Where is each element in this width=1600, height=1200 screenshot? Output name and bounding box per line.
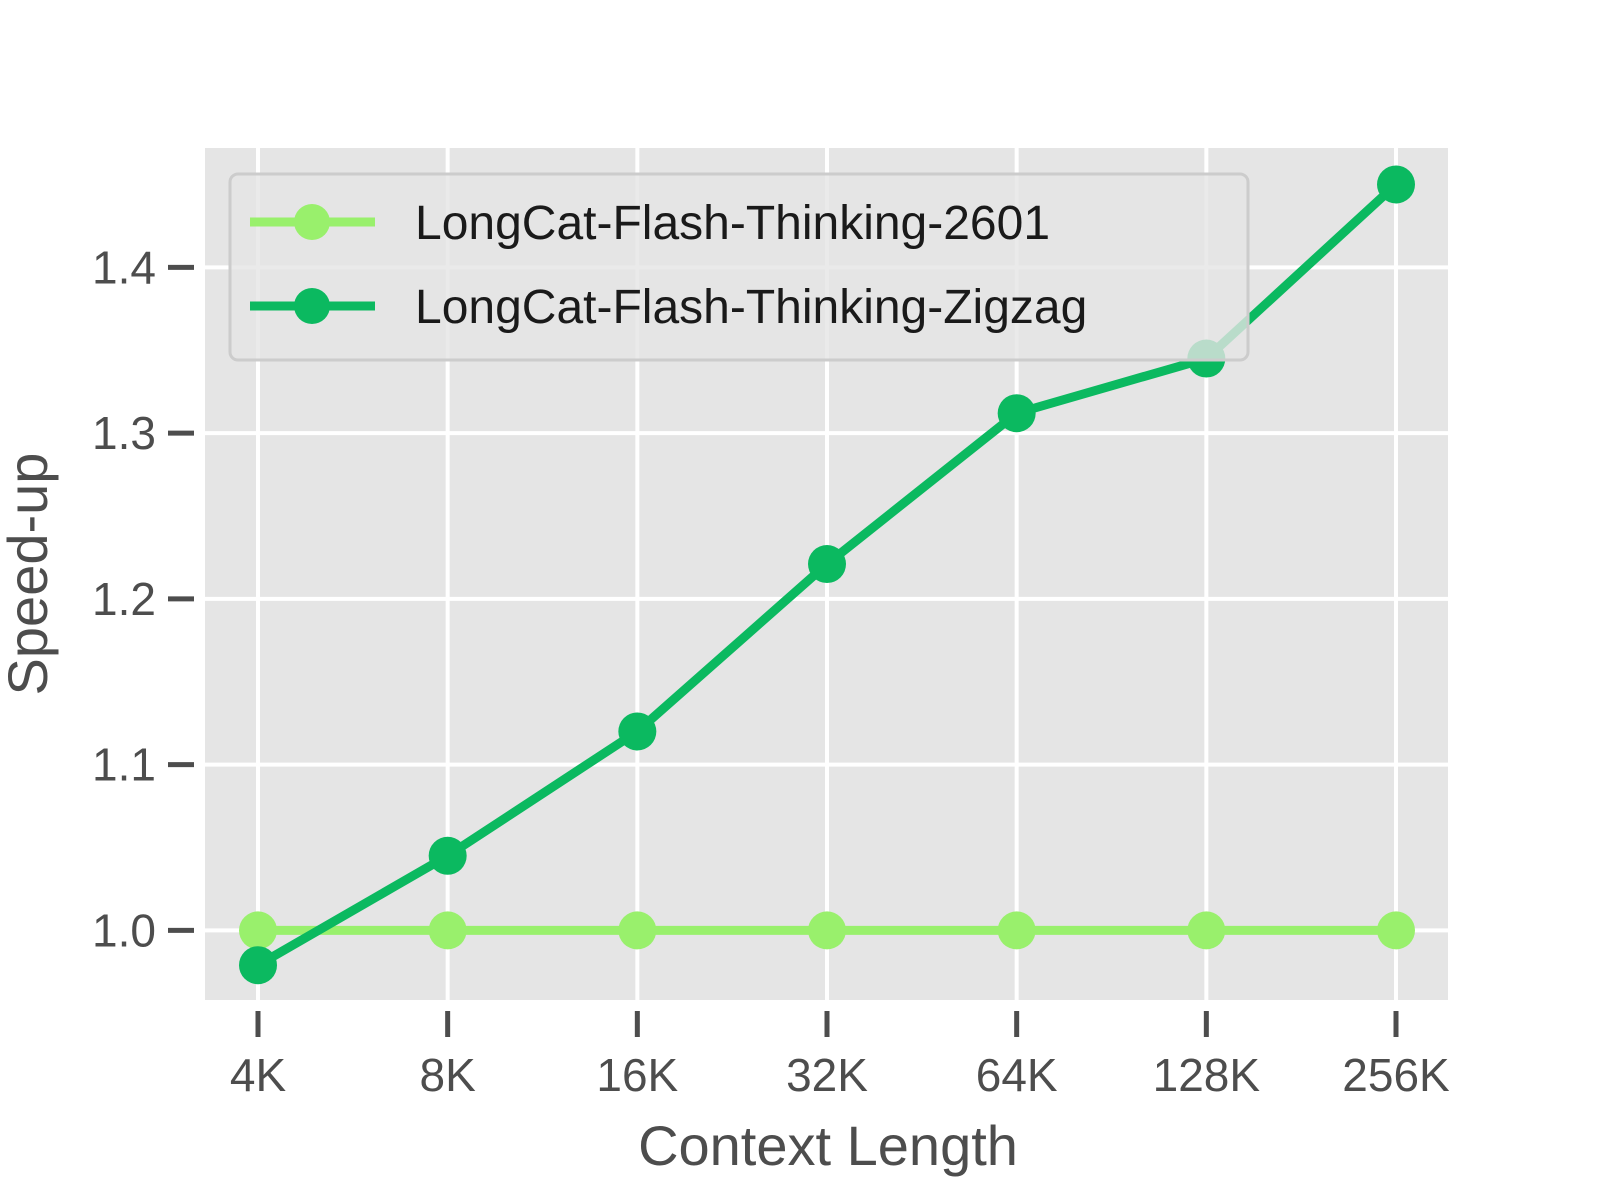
data-point-2601 xyxy=(239,911,277,950)
x-tick-label: 256K xyxy=(1342,1049,1450,1101)
data-point-zigzag xyxy=(1377,165,1415,204)
legend-label-zigzag: LongCat-Flash-Thinking-Zigzag xyxy=(415,281,1087,334)
legend-label-2601: LongCat-Flash-Thinking-2601 xyxy=(415,197,1050,250)
legend-marker-zigzag xyxy=(294,288,330,324)
data-point-2601 xyxy=(808,911,846,950)
data-point-zigzag xyxy=(239,946,277,985)
y-tick-label: 1.1 xyxy=(92,739,156,791)
legend: LongCat-Flash-Thinking-2601 LongCat-Flas… xyxy=(228,172,1250,362)
y-tick-label: 1.2 xyxy=(92,573,156,625)
data-point-zigzag xyxy=(618,712,657,751)
y-tick-label: 1.0 xyxy=(92,904,156,956)
y-axis-title: Speed-up xyxy=(0,453,59,696)
data-point-2601 xyxy=(1377,911,1415,950)
x-tick-label: 128K xyxy=(1153,1049,1261,1101)
x-tick-label: 32K xyxy=(786,1049,868,1101)
data-point-zigzag xyxy=(428,836,467,875)
data-point-2601 xyxy=(997,911,1036,950)
legend-marker-2601 xyxy=(294,204,330,240)
data-point-2601 xyxy=(618,911,657,950)
data-point-2601 xyxy=(428,911,467,950)
x-tick-label: 16K xyxy=(596,1049,678,1101)
legend-box xyxy=(228,172,1250,362)
data-point-zigzag xyxy=(808,545,846,584)
x-tick-label: 64K xyxy=(976,1049,1058,1101)
y-tick-label: 1.3 xyxy=(92,407,156,459)
data-point-2601 xyxy=(1187,911,1226,950)
axis-ticks: 4K 8K 16K 32K 64K 128K 256K 1.0 1.1 1.2 1.3 1.4 xyxy=(92,241,1450,1101)
y-tick-label: 1.4 xyxy=(92,241,156,293)
data-point-zigzag xyxy=(997,394,1036,433)
series-2601 xyxy=(239,911,1415,950)
x-axis-title: Context Length xyxy=(638,1114,1018,1177)
x-tick-label: 4K xyxy=(230,1049,287,1101)
x-tick-label: 8K xyxy=(420,1049,477,1101)
